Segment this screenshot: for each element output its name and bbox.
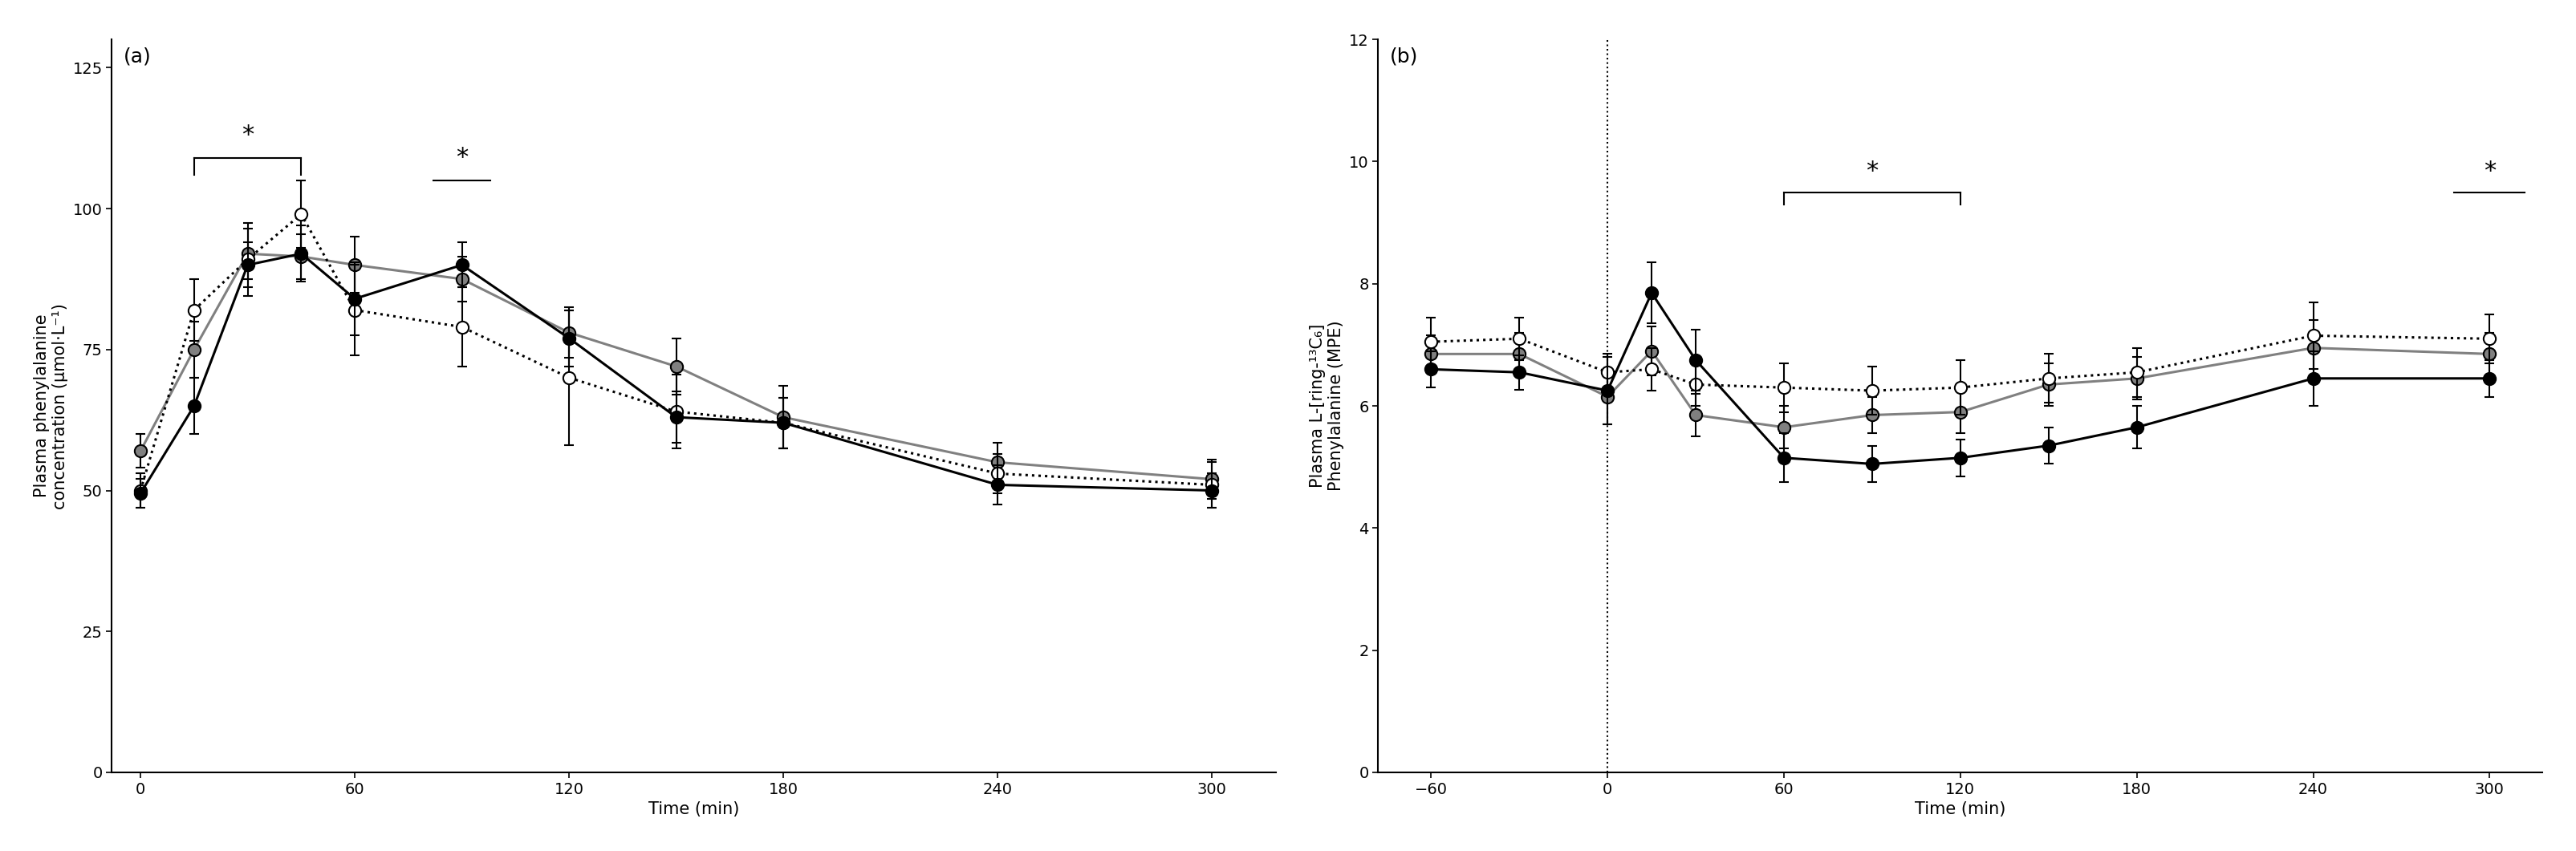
Text: *: * — [456, 146, 469, 169]
Y-axis label: Plasma L-[ring-¹³C₆]
Phenylalanine (MPE): Plasma L-[ring-¹³C₆] Phenylalanine (MPE) — [1309, 321, 1345, 491]
Text: *: * — [242, 123, 255, 146]
Text: *: * — [2483, 160, 2496, 183]
Y-axis label: Plasma phenylalanine
concentration (μmol·L⁻¹): Plasma phenylalanine concentration (μmol… — [33, 303, 67, 509]
X-axis label: Time (min): Time (min) — [1914, 802, 2007, 818]
Text: (a): (a) — [124, 47, 152, 66]
Text: *: * — [1865, 160, 1878, 183]
X-axis label: Time (min): Time (min) — [649, 802, 739, 818]
Text: (b): (b) — [1391, 47, 1419, 66]
